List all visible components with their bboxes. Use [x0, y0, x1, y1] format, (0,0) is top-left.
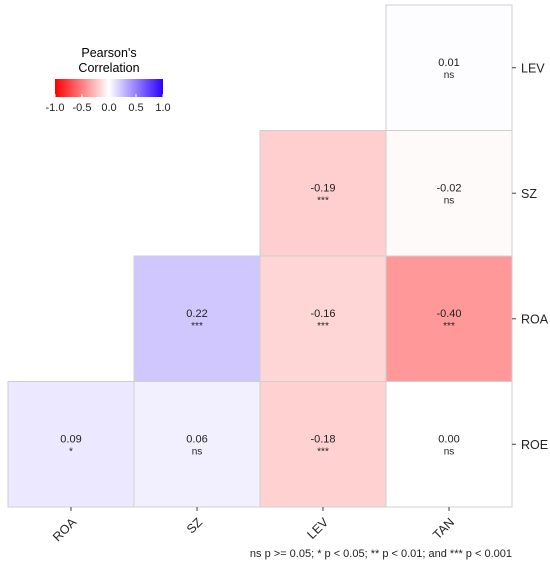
row-label-roe: ROE — [521, 438, 548, 452]
heatmap-cell-roe-tan — [385, 381, 513, 508]
legend-tick-label: -0.5 — [73, 102, 92, 114]
cell-significance-label: ns — [444, 70, 455, 81]
cell-significance-label: *** — [443, 321, 455, 332]
legend-tick-label: 0.0 — [101, 102, 116, 114]
heatmap-cell-roa-lev — [259, 255, 387, 382]
legend-tick-label: -1.0 — [46, 102, 65, 114]
column-label-lev: LEV — [305, 515, 332, 542]
heatmap-cell-roa-sz — [133, 255, 261, 382]
heatmap-cell-lev-tan — [385, 4, 513, 131]
row-label-sz: SZ — [521, 187, 537, 201]
heatmap-cell-roe-sz — [133, 381, 261, 508]
column-label-roa: ROA — [50, 515, 80, 545]
column-labels: ROA SZ LEV TAN — [50, 507, 457, 544]
cell-value-label: -0.16 — [310, 308, 335, 320]
row-label-lev: LEV — [521, 61, 545, 75]
legend-tick-label: 1.0 — [155, 102, 170, 114]
cell-significance-label: *** — [317, 195, 329, 206]
significance-caption: ns p >= 0.05; * p < 0.05; ** p < 0.01; a… — [250, 548, 512, 560]
row-labels: LEV SZ ROA ROE — [512, 61, 549, 452]
column-label-tan: TAN — [430, 515, 457, 542]
legend-ticks: -1.0 -0.5 0.0 0.5 1.0 — [46, 94, 171, 114]
cell-value-label: 0.01 — [438, 57, 459, 69]
cell-value-label: 0.06 — [186, 433, 207, 445]
heatmap-cell-sz-lev — [259, 130, 387, 257]
cell-value-label: -0.18 — [310, 433, 335, 445]
row-label-roa: ROA — [521, 312, 549, 326]
heatmap-cells: 0.01ns-0.19***-0.02ns0.22***-0.16***-0.4… — [7, 4, 513, 508]
cell-value-label: -0.02 — [436, 182, 461, 194]
legend-title-line-1: Pearson's — [81, 46, 136, 60]
heatmap-cell-roe-roa — [7, 381, 135, 508]
legend-colorbar — [55, 79, 163, 97]
cell-significance-label: *** — [317, 321, 329, 332]
column-label-sz: SZ — [184, 515, 205, 536]
legend-tick-label: 0.5 — [128, 102, 143, 114]
legend-title-line-2: Correlation — [78, 61, 139, 75]
cell-value-label: -0.19 — [310, 182, 335, 194]
cell-significance-label: ns — [192, 446, 203, 457]
cell-significance-label: * — [69, 446, 73, 457]
cell-value-label: -0.40 — [436, 308, 461, 320]
legend: Pearson's Correlation -1.0 -0.5 0.0 0.5 1.0 — [46, 46, 171, 114]
heatmap-cell-roe-lev — [259, 381, 387, 508]
cell-significance-label: *** — [191, 321, 203, 332]
cell-value-label: 0.00 — [438, 433, 459, 445]
cell-significance-label: *** — [317, 446, 329, 457]
cell-significance-label: ns — [444, 446, 455, 457]
cell-value-label: 0.22 — [186, 308, 207, 320]
heatmap-cell-roa-tan — [385, 255, 513, 382]
cell-significance-label: ns — [444, 195, 455, 206]
cell-value-label: 0.09 — [60, 433, 81, 445]
heatmap-cell-sz-tan — [385, 130, 513, 257]
